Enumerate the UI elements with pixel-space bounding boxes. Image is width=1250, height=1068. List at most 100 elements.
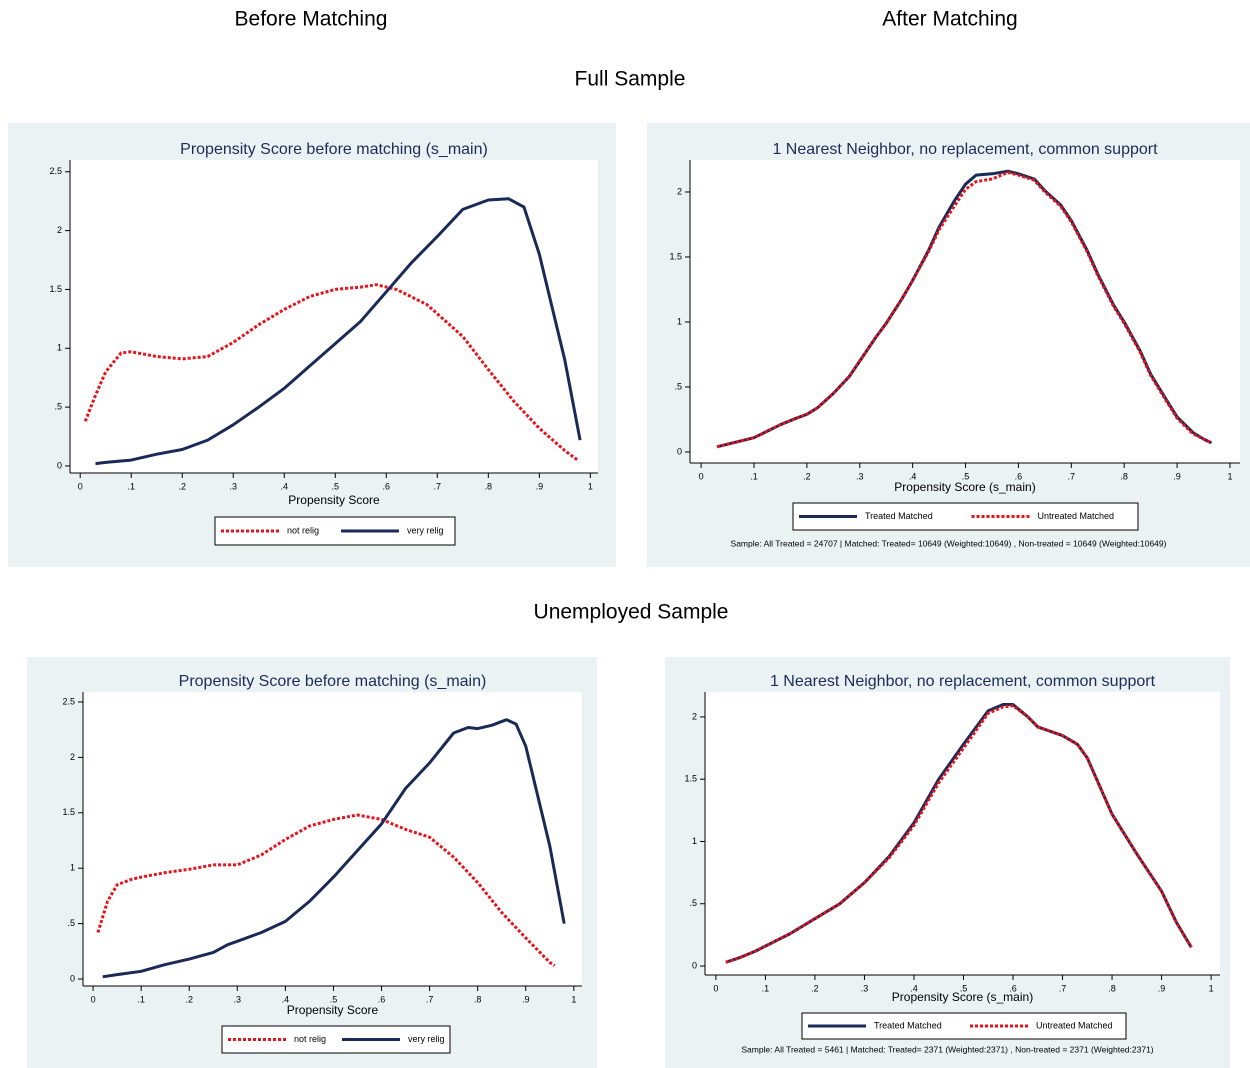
x-axis-label: Propensity Score (s_main): [894, 480, 1035, 494]
y-tick-label: 2: [57, 225, 62, 235]
x-tick-label: 0: [713, 983, 718, 993]
y-tick-label: 1: [70, 863, 75, 873]
x-tick-label: .7: [434, 481, 442, 491]
chart-title: Propensity Score before matching (s_main…: [179, 673, 487, 690]
x-tick-label: .7: [1059, 983, 1067, 993]
y-tick-label: 1.5: [684, 774, 697, 784]
annotation: Sample: All Treated = 5461 | Matched: Tr…: [741, 1044, 1153, 1054]
y-tick-label: 0: [692, 960, 697, 970]
series-line: [716, 169, 1213, 449]
y-tick-label: 2: [677, 186, 682, 196]
legend-box: [221, 1025, 451, 1054]
heading: After Matching: [882, 8, 1017, 31]
y-tick-label: 1: [57, 343, 62, 353]
x-tick-label: .8: [1120, 471, 1128, 481]
x-tick-label: .2: [803, 471, 811, 481]
plot-area: [83, 692, 582, 986]
x-tick-label: .4: [909, 471, 917, 481]
x-tick-label: 1: [1209, 983, 1214, 993]
legend-label: Treated Matched: [865, 511, 933, 521]
x-tick-label: .6: [378, 994, 386, 1004]
plot-area: [70, 160, 598, 473]
legend-label: Untreated Matched: [1036, 1020, 1113, 1030]
x-tick-label: .9: [522, 994, 530, 1004]
y-tick-label: 2: [692, 711, 697, 721]
x-axis-label: Propensity Score (s_main): [892, 990, 1033, 1004]
x-tick-label: .3: [234, 994, 242, 1004]
x-tick-label: .1: [127, 481, 135, 491]
heading: Unemployed Sample: [534, 601, 729, 624]
x-axis-label: Propensity Score: [288, 493, 380, 507]
y-tick-label: 0: [57, 460, 62, 470]
x-tick-label: .5: [330, 994, 338, 1004]
x-tick-label: .1: [750, 471, 758, 481]
x-tick-label: .8: [485, 481, 493, 491]
x-tick-label: .8: [474, 994, 482, 1004]
x-tick-label: .4: [282, 994, 290, 1004]
x-tick-label: .6: [1015, 471, 1023, 481]
legend-label: very relig: [408, 1034, 445, 1044]
x-tick-label: .2: [811, 983, 819, 993]
y-tick-label: .5: [689, 898, 697, 908]
y-tick-label: 0: [677, 446, 682, 456]
heading: Before Matching: [235, 8, 388, 31]
x-tick-label: .9: [1158, 983, 1166, 993]
x-tick-label: .4: [910, 983, 918, 993]
x-tick-label: 1: [1227, 471, 1232, 481]
x-tick-label: .9: [1173, 471, 1181, 481]
x-tick-label: 1: [588, 481, 593, 491]
x-tick-label: .7: [426, 994, 434, 1004]
x-tick-label: .5: [332, 481, 340, 491]
x-tick-label: .3: [229, 481, 237, 491]
y-tick-label: .5: [54, 401, 62, 411]
x-axis-label: Propensity Score: [287, 1003, 379, 1017]
series-line: [725, 704, 1193, 964]
x-tick-label: 1: [571, 994, 576, 1004]
x-tick-label: 0: [91, 994, 96, 1004]
y-tick-label: 2.5: [49, 166, 62, 176]
annotation: Sample: All Treated = 24707 | Matched: T…: [731, 538, 1167, 548]
x-tick-label: .5: [960, 983, 968, 993]
x-tick-label: .3: [856, 471, 864, 481]
y-tick-label: 1: [692, 836, 697, 846]
y-tick-label: 0: [70, 973, 75, 983]
series-line: [95, 197, 582, 466]
y-tick-label: 1.5: [62, 807, 75, 817]
y-tick-label: 1.5: [49, 284, 62, 294]
x-tick-label: 0: [699, 471, 704, 481]
legend-label: very relig: [407, 525, 444, 535]
x-tick-label: .9: [536, 481, 544, 491]
x-tick-label: .2: [185, 994, 193, 1004]
x-tick-label: .1: [762, 983, 770, 993]
x-tick-label: .6: [383, 481, 391, 491]
x-tick-label: .2: [178, 481, 186, 491]
y-tick-label: 2.5: [62, 696, 75, 706]
y-tick-label: 1.5: [669, 251, 682, 261]
x-tick-label: .7: [1068, 471, 1076, 481]
x-tick-label: 0: [78, 481, 83, 491]
legend-box: [214, 516, 456, 546]
x-tick-label: .1: [137, 994, 145, 1004]
legend-label: not relig: [287, 525, 319, 535]
legend-label: Untreated Matched: [1038, 511, 1115, 521]
chart-title: 1 Nearest Neighbor, no replacement, comm…: [770, 673, 1156, 690]
y-tick-label: 2: [70, 752, 75, 762]
plot-area: [690, 160, 1240, 463]
legend-label: Treated Matched: [874, 1020, 942, 1030]
x-tick-label: .6: [1009, 983, 1017, 993]
plot-area: [705, 692, 1220, 975]
y-tick-label: 1: [677, 316, 682, 326]
legend-label: not relig: [294, 1034, 326, 1044]
x-tick-label: .3: [861, 983, 869, 993]
series-line: [102, 718, 566, 979]
y-tick-label: .5: [67, 918, 75, 928]
chart-title: Propensity Score before matching (s_main…: [180, 141, 488, 158]
heading: Full Sample: [575, 68, 686, 91]
chart-title: 1 Nearest Neighbor, no replacement, comm…: [772, 141, 1158, 158]
y-tick-label: .5: [674, 381, 682, 391]
x-tick-label: .4: [281, 481, 289, 491]
x-tick-label: .8: [1108, 983, 1116, 993]
x-tick-label: .5: [962, 471, 970, 481]
